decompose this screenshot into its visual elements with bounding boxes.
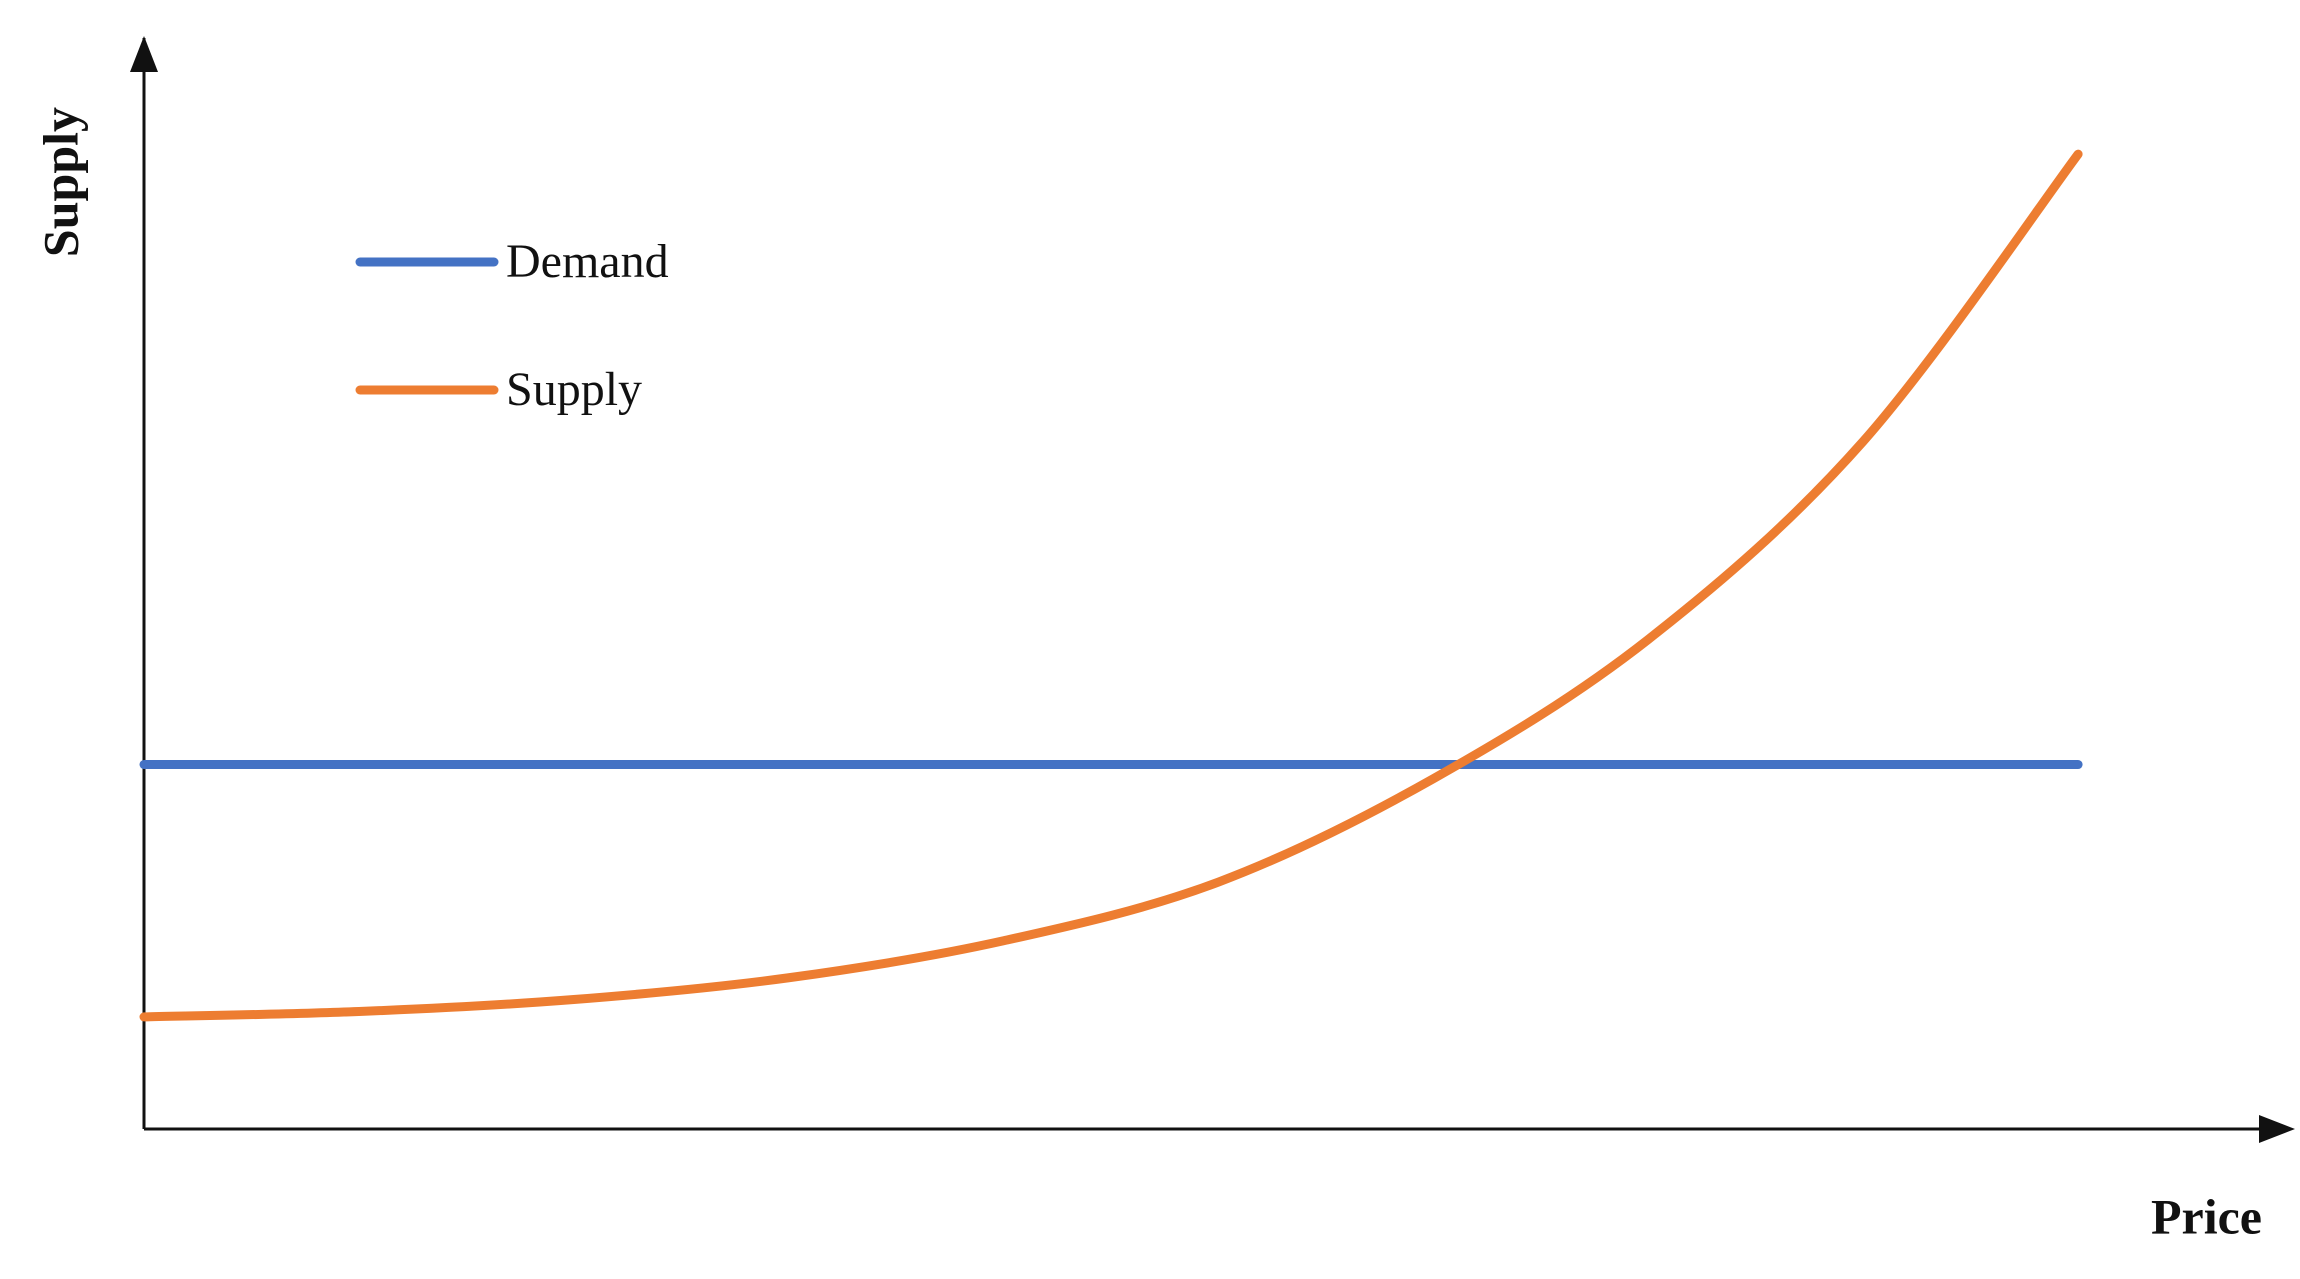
- y-axis-arrow: [130, 36, 158, 72]
- y-axis-label: Supply: [32, 107, 88, 257]
- plot-area: [139, 149, 2083, 1022]
- legend: Demand Supply: [355, 235, 669, 416]
- legend-label: Demand: [506, 235, 669, 288]
- x-axis-arrow: [2259, 1115, 2295, 1143]
- legend-label: Supply: [506, 363, 642, 416]
- series-line: [139, 149, 2083, 1022]
- x-axis-label: Price: [2151, 1188, 2262, 1244]
